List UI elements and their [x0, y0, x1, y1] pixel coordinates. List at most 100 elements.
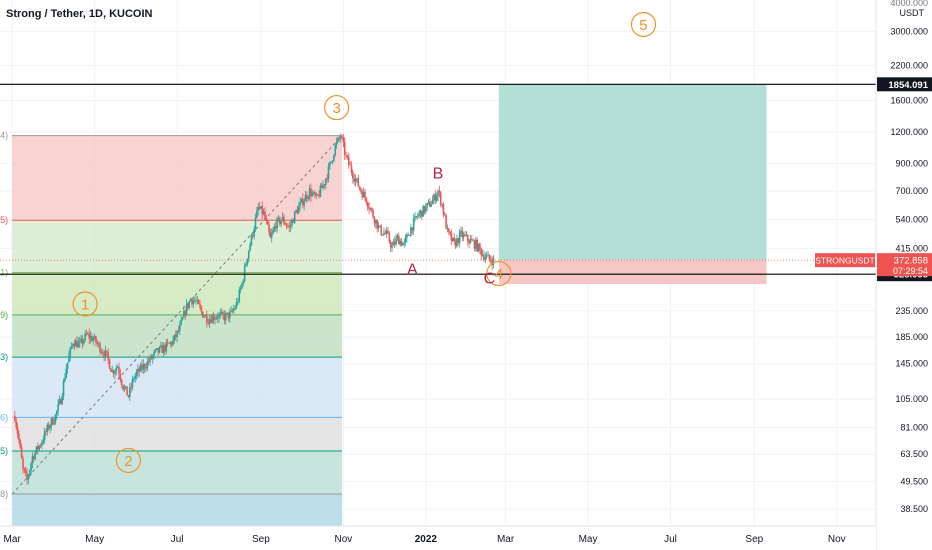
candle-body: [30, 463, 32, 471]
candle-body: [399, 240, 401, 245]
candle-body: [37, 446, 39, 450]
candle-body: [97, 343, 100, 345]
candle-body: [283, 216, 285, 224]
candle-body: [130, 387, 132, 389]
candle-body: [19, 440, 22, 448]
position-stop-zone[interactable]: [498, 260, 767, 284]
candle-body: [57, 403, 59, 411]
fib-level-label: 0.786(88.906): [0, 412, 8, 422]
candle-body: [431, 200, 434, 205]
candle-body: [123, 387, 126, 390]
candle-body: [466, 234, 469, 241]
candle-body: [269, 232, 272, 238]
candle-body: [184, 310, 187, 316]
fib-level-label: 0(1160.994): [0, 131, 8, 141]
candle-body: [324, 178, 327, 185]
candle-body: [253, 229, 255, 237]
candle-body: [303, 201, 305, 206]
candle-body: [477, 243, 480, 252]
candle-body: [377, 225, 380, 229]
candle-body: [160, 345, 162, 347]
candle-body: [177, 330, 180, 332]
candle-body: [420, 210, 423, 217]
candle-body: [210, 319, 212, 323]
candle-body: [206, 314, 208, 323]
last-price-tag[interactable]: [877, 253, 932, 277]
long-position-tool[interactable]: [498, 84, 767, 284]
candle-body: [116, 367, 119, 369]
candle-body: [110, 368, 112, 372]
candle-body: [146, 361, 149, 368]
wave-label-1: 1: [81, 296, 89, 313]
candle-body: [379, 225, 381, 227]
candle-body: [407, 234, 410, 236]
wave-circle: [72, 291, 98, 317]
candle-body: [291, 220, 293, 226]
candle-body: [423, 205, 426, 213]
horizontal-lines[interactable]: [0, 83, 876, 275]
candle-body: [333, 155, 335, 161]
candle-body: [435, 195, 438, 201]
wave-circle: [324, 94, 350, 121]
candle-body: [368, 207, 370, 209]
candle-body: [69, 347, 72, 356]
fib-zone: [12, 494, 343, 526]
wave-label-B: B: [433, 165, 444, 182]
candle-body: [335, 141, 338, 146]
candle-body: [356, 178, 358, 180]
price-tag[interactable]: [877, 77, 932, 92]
candle-body: [272, 229, 274, 234]
candle-body: [208, 319, 211, 324]
candle-body: [343, 142, 346, 155]
candle-body: [14, 415, 16, 422]
candle-body: [479, 243, 481, 249]
candle-body: [91, 336, 93, 342]
candle-body: [68, 355, 70, 363]
candle-body: [364, 191, 366, 198]
candle-body: [492, 257, 495, 266]
candle-body: [200, 307, 203, 312]
candle-body: [311, 193, 314, 197]
candle-body: [114, 371, 116, 374]
candle-body: [427, 201, 430, 204]
candle-body: [360, 188, 362, 192]
candle-body: [188, 301, 191, 308]
position-profit-zone[interactable]: [498, 84, 767, 261]
candle-body: [350, 165, 353, 173]
candle-body: [89, 336, 92, 339]
last-price-label: 372.858: [894, 256, 928, 267]
candle-body: [352, 172, 354, 179]
candle-body: [250, 234, 253, 245]
candle-body: [472, 240, 474, 242]
candle-body: [389, 242, 392, 248]
wave-label-A: A: [407, 262, 418, 279]
candle-body: [358, 186, 361, 189]
candle-body: [31, 456, 34, 464]
candle-body: [224, 313, 227, 321]
candle-body: [149, 356, 151, 363]
fib-retracement[interactable]: 0(1160.994) 0.236(536.755) 0.382(333.041) 0…: [0, 131, 343, 526]
candle-body: [264, 211, 266, 219]
candle-body: [196, 299, 199, 301]
candle-body: [233, 308, 235, 311]
candle-body: [16, 427, 19, 435]
candle-body: [53, 422, 55, 425]
candle-body: [105, 350, 108, 352]
candle-body: [168, 342, 170, 344]
time-axis[interactable]: Mar May Jul Sep Nov 2022 Mar May Jul Sep Nov: [0, 525, 876, 550]
candle-body: [176, 330, 178, 338]
candle-body: [227, 312, 230, 319]
candle-body: [107, 351, 109, 360]
candle-body: [203, 316, 205, 318]
symbol-tag[interactable]: [815, 253, 875, 268]
candle-body: [437, 190, 439, 196]
candle-body: [99, 343, 101, 353]
price-tick-label: 900.000: [895, 159, 928, 169]
candle-body: [397, 235, 400, 245]
fib-level-label: 0.88(65.385): [0, 446, 8, 456]
candle-body: [247, 250, 250, 259]
candle-body: [470, 239, 473, 241]
candle-body: [27, 475, 30, 480]
